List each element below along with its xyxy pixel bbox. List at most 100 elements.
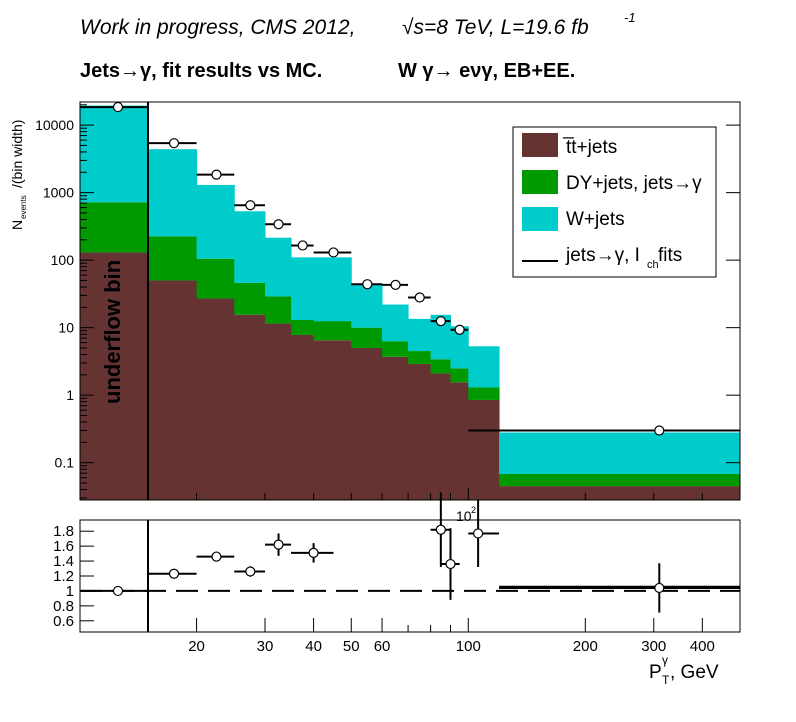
ratio-point (245, 566, 256, 577)
y-tick-label: 10 (58, 320, 74, 336)
y-label-rest: /(bin width) (9, 120, 25, 188)
bar-underflow-ttjets (80, 252, 148, 500)
x-label-main: P (649, 662, 662, 683)
legend-label-dyjets: DY+jets, jets→γ (566, 173, 702, 194)
fit-point (390, 279, 401, 290)
legend: t̅t+jets DY+jets, jets→γ W+jets jets→γ, … (512, 126, 717, 278)
bar-ttjets-10 (450, 382, 469, 500)
ratio-point-underflow (112, 585, 124, 597)
fit-point (245, 200, 256, 211)
bar-wjets-3 (265, 237, 292, 297)
x-tick-label: 60 (374, 638, 391, 655)
x-label-sub: T (662, 673, 670, 687)
ratio-points (112, 492, 740, 613)
ratio-y-tick-label: 1.2 (53, 568, 74, 585)
x-tick-label: 300 (641, 638, 666, 655)
x-tick-label: 100 (456, 638, 481, 655)
bar-dyjets-6 (351, 327, 383, 348)
legend-swatch-wjets (522, 207, 558, 231)
legend-swatch-dyjets (522, 170, 558, 194)
bar-ttjets-4 (291, 334, 315, 500)
ratio-point (445, 558, 456, 570)
fit-point-underflow (112, 101, 124, 113)
ratio-y-tick-label: 1.8 (53, 523, 74, 540)
ratio-point (473, 528, 484, 539)
bar-dyjets-0 (148, 236, 198, 281)
y-label-sub: events (19, 195, 28, 219)
bar-ttjets-7 (382, 356, 409, 500)
bar-wjets-2 (234, 211, 266, 283)
fit-point (328, 247, 339, 258)
y-tick-label: 100 (51, 252, 75, 268)
stack-bars (80, 105, 741, 500)
x-axis-label: P γ T , GeV (649, 653, 719, 687)
x-tick-label: 200 (573, 638, 598, 655)
bar-ttjets-12 (499, 486, 741, 500)
header-line2-left: Jets→γ, fit results vs MC. (80, 60, 322, 82)
bar-dyjets-12 (499, 473, 741, 487)
fit-point (211, 169, 222, 180)
legend-label-wjets: W+jets (566, 209, 625, 230)
bar-wjets-4 (291, 257, 315, 320)
ratio-x-axis: 20 30 40 50 60 100 200 300 400 (188, 488, 715, 655)
header-lumi-exp: -1 (624, 10, 636, 25)
bar-dyjets-9 (430, 359, 451, 374)
ratio-y-tick-label: 1.4 (53, 553, 74, 570)
ratio-point (211, 551, 222, 562)
bar-wjets-11 (468, 346, 500, 388)
bar-ttjets-2 (234, 314, 266, 500)
x10-label: 10 (456, 508, 472, 524)
fit-point (454, 324, 465, 335)
y-label-main: N (9, 220, 25, 230)
ratio-y-tick-label: 0.6 (53, 613, 74, 630)
main-y-label: N events /(bin width) (9, 120, 28, 230)
ratio-y-tick-label: 0.8 (53, 598, 74, 615)
legend-label-ttjets: t̅t+jets (562, 137, 617, 158)
fit-point (297, 240, 308, 251)
main-y-axis: 0.1 1 10 100 1000 10000 (35, 104, 740, 499)
bar-wjets-0 (148, 149, 198, 237)
bar-wjets-10 (450, 326, 469, 369)
bar-dyjets-3 (265, 296, 292, 324)
bar-wjets-8 (408, 318, 432, 352)
legend-label-fit-sub: ch (647, 259, 659, 271)
fit-point (414, 292, 425, 303)
ratio-y-tick-label: 1.6 (53, 538, 74, 555)
bar-wjets-5 (313, 257, 352, 322)
underflow-annotation: underflow bin (100, 260, 125, 404)
fit-point (168, 138, 180, 149)
x-tick-label: 400 (690, 638, 715, 655)
bar-ttjets-9 (430, 373, 451, 500)
ratio-y-axis: 0.60.811.21.41.61.8 (53, 523, 94, 630)
legend-label-fit: jets→γ, I (565, 245, 640, 266)
bar-underflow-wjets (80, 105, 148, 203)
bar-underflow-dyjets (80, 202, 148, 253)
x-tick-label: 40 (305, 638, 322, 655)
fit-point (362, 279, 373, 290)
x-tick-label: 30 (257, 638, 274, 655)
bar-ttjets-3 (265, 323, 292, 500)
x-tick-label: 50 (343, 638, 360, 655)
bar-dyjets-4 (291, 319, 315, 335)
bar-ttjets-8 (408, 363, 432, 500)
bar-dyjets-2 (234, 282, 266, 315)
bar-dyjets-10 (450, 368, 469, 383)
bar-dyjets-11 (468, 387, 500, 400)
bar-dyjets-8 (408, 351, 432, 364)
legend-label-fit-rest: fits (658, 245, 682, 266)
ratio-point (308, 547, 319, 558)
legend-swatch-ttjets (522, 133, 558, 157)
x-label-rest: , GeV (670, 662, 719, 683)
ratio-y-tick-label: 1 (66, 583, 74, 600)
header-line2-right: W γ→ eνγ, EB+EE. (398, 60, 575, 82)
bar-wjets-9 (430, 314, 451, 360)
x10-exp: 2 (471, 505, 476, 515)
y-tick-label: 1 (66, 387, 74, 403)
bar-wjets-1 (196, 184, 235, 259)
header-line1: Work in progress, CMS 2012, (80, 16, 355, 39)
y-tick-label: 0.1 (55, 455, 75, 471)
bar-dyjets-5 (313, 321, 352, 341)
main-frame (79, 101, 741, 501)
ratio-point (168, 568, 180, 579)
